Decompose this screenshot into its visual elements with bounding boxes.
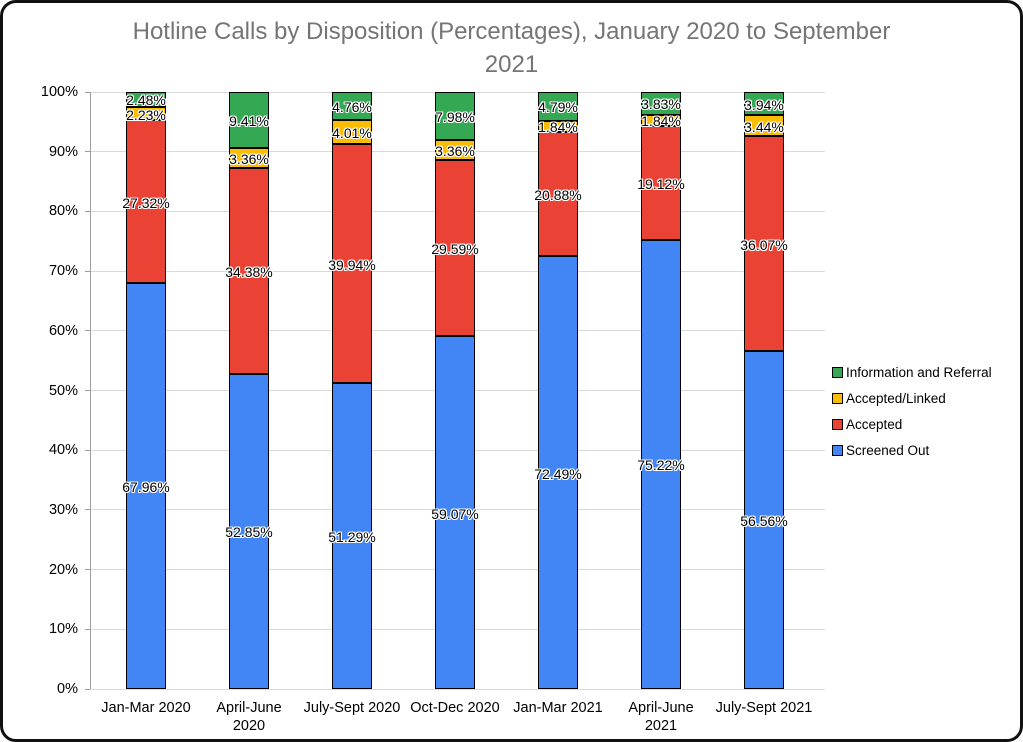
segment-screened-out-jan-mar-2020 — [126, 283, 166, 689]
segment-information-and-referral-april-june-2021 — [641, 91, 681, 115]
x-axis-label-jan-mar-2021: Jan-Mar 2021 — [513, 700, 603, 716]
y-tick-mark — [85, 509, 90, 511]
y-axis-label-0pct: 0% — [57, 681, 78, 697]
y-axis-label-100pct: 100% — [40, 84, 78, 100]
y-tick-mark — [85, 569, 90, 571]
segment-screened-out-july-sept-2020 — [332, 382, 372, 689]
segment-screened-out-jan-mar-2021 — [538, 256, 578, 689]
y-axis-label-60pct: 60% — [48, 322, 78, 339]
y-tick-mark — [85, 270, 90, 272]
segment-accepted-oct-dec-2020 — [435, 159, 475, 337]
y-axis-label-20pct: 20% — [48, 561, 78, 578]
legend-label-screened-out: Screened Out — [846, 442, 930, 458]
legend-swatch-information-and-referral — [832, 366, 843, 378]
bar-april-june-2020: 52.85% 34.38% 3.36% 9.41% — [225, 92, 273, 689]
bar-jan-mar-2021: 72.49% 20.88% 1.84% 4.79% — [534, 92, 582, 689]
legend-swatch-accepted — [832, 418, 843, 430]
y-tick-mark — [85, 210, 90, 212]
y-tick-mark — [85, 390, 90, 391]
segment-accepted-april-june-2020 — [229, 168, 269, 374]
y-axis-label-10pct: 10% — [48, 621, 78, 638]
bar-july-sept-2020: 51.29% 39.94% 4.01% 4.76% — [328, 92, 376, 689]
y-tick-mark — [85, 688, 90, 690]
legend-label-accepted: Accepted — [846, 416, 903, 432]
y-axis-label-80pct: 80% — [48, 203, 78, 220]
segment-accepted-linked-jan-mar-2020 — [126, 106, 166, 121]
x-axis-label-april-june-2021: April-June 2021 — [628, 700, 694, 734]
legend-swatch-screened-out — [832, 444, 843, 456]
y-tick-mark — [85, 449, 90, 451]
legend-swatch-accepted-linked — [832, 392, 843, 404]
segment-information-and-referral-jan-mar-2020 — [126, 92, 166, 107]
legend-label-information-and-referral: Information and Referral — [846, 364, 992, 380]
segment-screened-out-oct-dec-2020 — [435, 336, 475, 689]
plot-area: 0% 10% 20% 30% 40% 50% 60% 70% 80% 90% 100% 67.96% 2… — [41, 84, 825, 734]
y-axis-line — [90, 92, 91, 689]
legend-item-information-and-referral: Information and Referral — [832, 359, 992, 385]
y-axis-label-50pct: 50% — [48, 382, 78, 399]
y-tick-mark — [85, 91, 90, 93]
segment-accepted-jan-mar-2021 — [538, 131, 578, 257]
x-axis-label-july-sept-2021: July-Sept 2021 — [715, 700, 813, 716]
segment-information-and-referral-oct-dec-2020 — [435, 92, 475, 140]
segment-accepted-linked-july-sept-2021 — [744, 115, 784, 136]
bar-july-sept-2021: 56.56% 36.07% 3.44% 3.94% — [740, 91, 788, 689]
x-axis-label-july-sept-2020: July-Sept 2020 — [303, 700, 401, 716]
segment-information-and-referral-july-sept-2020 — [332, 92, 372, 121]
y-axis-label-70pct: 70% — [48, 263, 78, 280]
segment-accepted-linked-april-june-2021 — [641, 114, 681, 126]
y-tick-mark — [85, 330, 90, 332]
segment-accepted-jan-mar-2020 — [126, 120, 166, 284]
segment-screened-out-july-sept-2021 — [744, 351, 784, 689]
segment-information-and-referral-july-sept-2021 — [744, 91, 784, 116]
y-tick-mark — [85, 628, 90, 630]
x-axis-label-oct-dec-2020: Oct-Dec 2020 — [410, 700, 500, 716]
bar-april-june-2021: 75.22% 19.12% 1.84% 3.83% — [637, 91, 685, 689]
y-axis-label-40pct: 40% — [48, 442, 78, 459]
legend-label-accepted-linked: Accepted/Linked — [846, 390, 946, 406]
x-axis-label-jan-mar-2020: Jan-Mar 2020 — [101, 700, 191, 716]
segment-information-and-referral-jan-mar-2021 — [538, 92, 578, 121]
bar-jan-mar-2020: 67.96% 27.32% 2.23% 2.48% — [122, 92, 170, 689]
segment-accepted-july-sept-2021 — [744, 136, 784, 352]
segment-accepted-april-june-2021 — [641, 125, 681, 240]
segment-accepted-linked-jan-mar-2021 — [538, 120, 578, 132]
bar-oct-dec-2020: 59.07% 29.59% 3.36% 7.98% — [431, 92, 479, 689]
legend-item-accepted-linked: Accepted/Linked — [832, 385, 992, 411]
legend-item-accepted: Accepted — [832, 411, 992, 437]
segment-screened-out-april-june-2021 — [641, 239, 681, 689]
segment-accepted-linked-april-june-2020 — [229, 148, 269, 169]
y-gridline-100pct — [90, 91, 825, 93]
segment-accepted-linked-july-sept-2020 — [332, 120, 372, 145]
y-gridline-0pct — [90, 688, 825, 690]
y-axis-label-90pct: 90% — [48, 143, 78, 160]
segment-accepted-july-sept-2020 — [332, 144, 372, 383]
y-tick-mark — [85, 151, 90, 153]
segment-screened-out-april-june-2020 — [229, 373, 269, 689]
legend-item-screened-out: Screened Out — [832, 437, 992, 463]
chart-title: Hotline Calls by Disposition (Percentage… — [132, 18, 891, 78]
segment-accepted-linked-oct-dec-2020 — [435, 139, 475, 160]
x-axis-label-april-june-2020: April-June 2020 — [216, 700, 282, 734]
segment-information-and-referral-april-june-2020 — [229, 92, 269, 149]
legend: Information and Referral Accepted/Linked A… — [832, 359, 992, 463]
y-axis-label-30pct: 30% — [48, 501, 78, 518]
